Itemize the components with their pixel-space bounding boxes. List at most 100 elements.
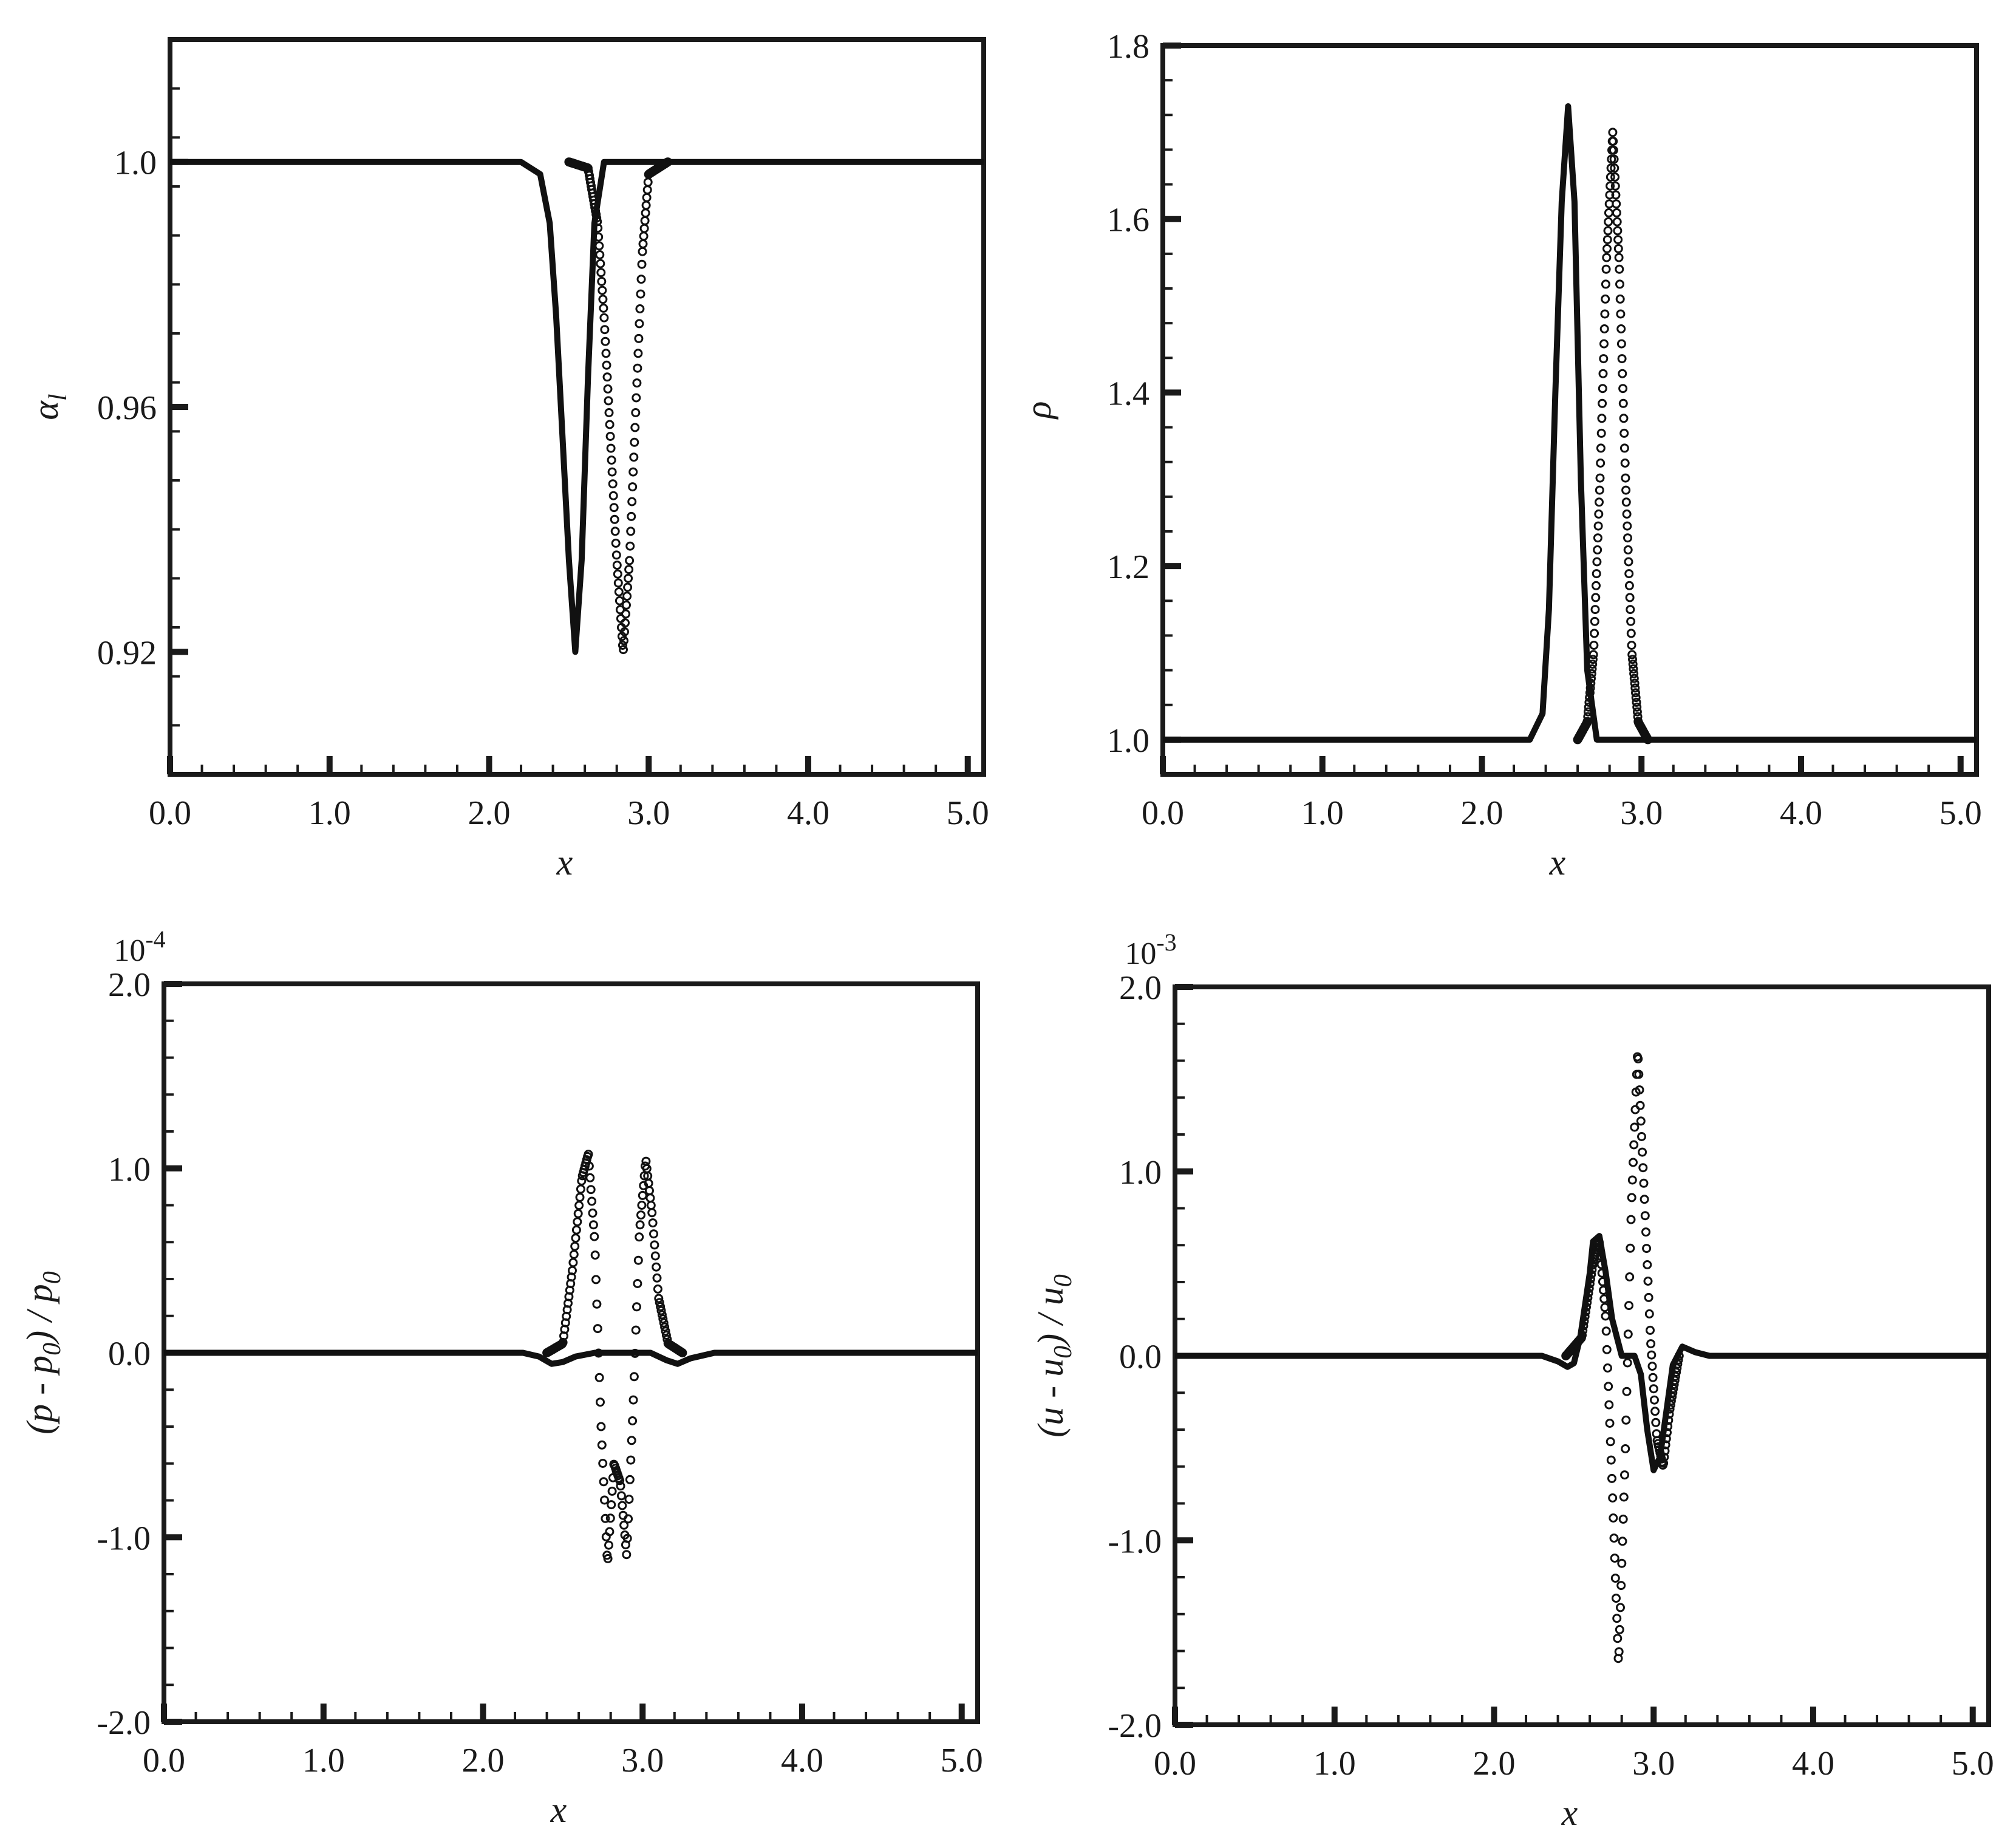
series-point xyxy=(610,514,619,524)
x-tick-label: 5.0 xyxy=(1952,1745,1994,1782)
series-point xyxy=(598,1459,608,1468)
series-point xyxy=(1632,697,1641,707)
series-point xyxy=(1670,1371,1680,1381)
y-exponent-label: 10-4 xyxy=(114,926,165,968)
series-point xyxy=(1623,533,1632,543)
series-point xyxy=(598,295,608,304)
series-point xyxy=(625,1475,635,1484)
series-point xyxy=(1638,1147,1647,1157)
series-point xyxy=(1601,1311,1610,1321)
series-point xyxy=(1673,1359,1683,1369)
series-point xyxy=(1615,264,1624,274)
series-point xyxy=(1661,1440,1670,1450)
series-point xyxy=(1626,1243,1635,1253)
series-point xyxy=(571,1225,581,1235)
y-tick-label: -1.0 xyxy=(1108,1523,1162,1560)
series-point xyxy=(1622,509,1632,519)
series-point xyxy=(1663,1422,1673,1431)
series-point xyxy=(1602,253,1612,262)
series-point xyxy=(1629,669,1639,678)
series-point xyxy=(1602,244,1612,253)
series-point xyxy=(1669,1383,1678,1393)
series-point xyxy=(1612,217,1622,227)
dotted-series xyxy=(1573,128,1653,745)
series-point xyxy=(1666,1400,1675,1410)
series-point xyxy=(1606,172,1615,182)
series-point xyxy=(1595,473,1605,483)
series-point xyxy=(1606,1455,1616,1465)
series-point xyxy=(616,1491,626,1501)
series-point xyxy=(627,511,636,521)
series-point xyxy=(1605,1419,1615,1428)
series-point xyxy=(1644,1292,1653,1302)
x-tick-label: 1.0 xyxy=(1301,794,1344,832)
series-point xyxy=(1591,593,1601,602)
series-point xyxy=(596,268,606,278)
series-point xyxy=(1639,1178,1649,1188)
series-point xyxy=(1642,1244,1652,1254)
series-point xyxy=(1626,629,1636,638)
series-point xyxy=(606,443,616,453)
series-point xyxy=(604,396,613,406)
series-point xyxy=(639,231,649,241)
series-point xyxy=(603,1554,613,1563)
series-point xyxy=(649,1229,658,1239)
series-point xyxy=(591,1275,601,1284)
y-axis-label: (u - u0) / u0 xyxy=(1030,1274,1077,1438)
dotted-series xyxy=(564,157,673,655)
series-point xyxy=(1646,1325,1655,1335)
series-point xyxy=(1609,137,1618,146)
series-point xyxy=(1664,1410,1674,1419)
series-point xyxy=(1584,697,1594,707)
series-point xyxy=(633,1279,642,1288)
series-point xyxy=(1601,294,1610,304)
series-point xyxy=(1619,414,1629,423)
series-point xyxy=(1578,1326,1588,1335)
series-point xyxy=(1612,1594,1621,1603)
series-point xyxy=(600,325,610,335)
series-point xyxy=(634,333,644,343)
series-point xyxy=(611,538,621,548)
series-point xyxy=(614,587,624,596)
series-point xyxy=(607,1486,617,1496)
series-point xyxy=(590,1250,600,1260)
series-point xyxy=(630,423,640,432)
x-tick-label: 2.0 xyxy=(1460,794,1503,832)
series-point xyxy=(1651,1417,1661,1427)
series-point xyxy=(613,569,622,579)
series-point xyxy=(656,1301,666,1311)
series-point xyxy=(597,276,607,286)
x-tick-label: 4.0 xyxy=(781,1742,823,1779)
series-point xyxy=(1604,217,1613,227)
series-point xyxy=(622,600,631,610)
series-point xyxy=(602,372,612,382)
series-point xyxy=(598,285,607,295)
series-point xyxy=(1616,1581,1626,1591)
series-point xyxy=(1592,569,1601,579)
series-point xyxy=(1603,226,1613,236)
series-point xyxy=(608,479,618,489)
series-point xyxy=(636,1210,645,1220)
series-point xyxy=(1582,1302,1591,1312)
x-tick-label: 3.0 xyxy=(1620,794,1663,832)
series-point xyxy=(1647,1362,1657,1371)
series-point xyxy=(663,157,673,167)
series-point xyxy=(628,1416,638,1425)
series-point xyxy=(1627,641,1636,650)
series-point xyxy=(1630,678,1640,688)
series-point xyxy=(641,1156,651,1166)
series-point xyxy=(1598,384,1607,394)
x-tick-label: 1.0 xyxy=(308,794,351,832)
series-point xyxy=(1609,154,1619,164)
series-point xyxy=(625,541,635,551)
series-point xyxy=(1663,1428,1672,1438)
series-point xyxy=(615,596,624,605)
series-point xyxy=(632,378,642,388)
series-point xyxy=(1660,1452,1669,1462)
series-point xyxy=(608,491,618,500)
series-point xyxy=(1636,1116,1646,1126)
series-point xyxy=(571,1233,581,1243)
series-point xyxy=(1593,533,1602,543)
x-tick-label: 0.0 xyxy=(149,794,191,832)
series-point xyxy=(1620,1470,1629,1480)
